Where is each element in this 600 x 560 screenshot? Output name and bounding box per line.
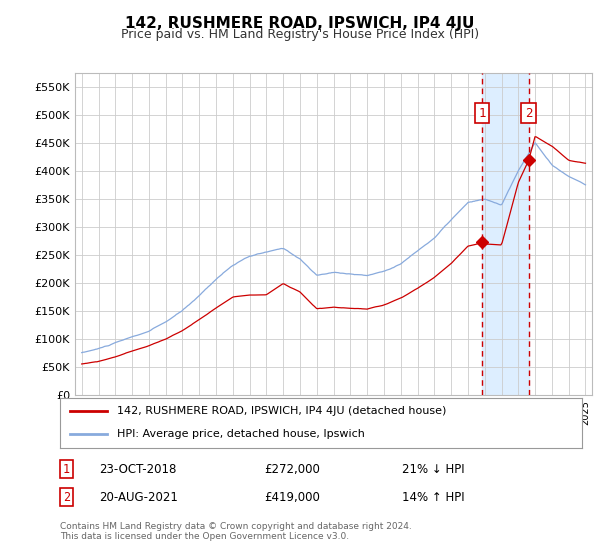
Text: 1: 1 [63, 463, 70, 476]
Text: Price paid vs. HM Land Registry's House Price Index (HPI): Price paid vs. HM Land Registry's House … [121, 28, 479, 41]
Text: 20-AUG-2021: 20-AUG-2021 [99, 491, 178, 504]
Text: HPI: Average price, detached house, Ipswich: HPI: Average price, detached house, Ipsw… [118, 430, 365, 440]
Text: 142, RUSHMERE ROAD, IPSWICH, IP4 4JU: 142, RUSHMERE ROAD, IPSWICH, IP4 4JU [125, 16, 475, 31]
Text: 21% ↓ HPI: 21% ↓ HPI [402, 463, 464, 476]
Text: £272,000: £272,000 [264, 463, 320, 476]
Text: 23-OCT-2018: 23-OCT-2018 [99, 463, 176, 476]
Text: £419,000: £419,000 [264, 491, 320, 504]
Text: 1: 1 [478, 106, 485, 120]
Text: 142, RUSHMERE ROAD, IPSWICH, IP4 4JU (detached house): 142, RUSHMERE ROAD, IPSWICH, IP4 4JU (de… [118, 406, 447, 416]
Text: 2: 2 [63, 491, 70, 504]
Text: 2: 2 [525, 106, 532, 120]
Text: Contains HM Land Registry data © Crown copyright and database right 2024.
This d: Contains HM Land Registry data © Crown c… [60, 522, 412, 542]
Bar [482, 73, 529, 395]
Text: 14% ↑ HPI: 14% ↑ HPI [402, 491, 464, 504]
